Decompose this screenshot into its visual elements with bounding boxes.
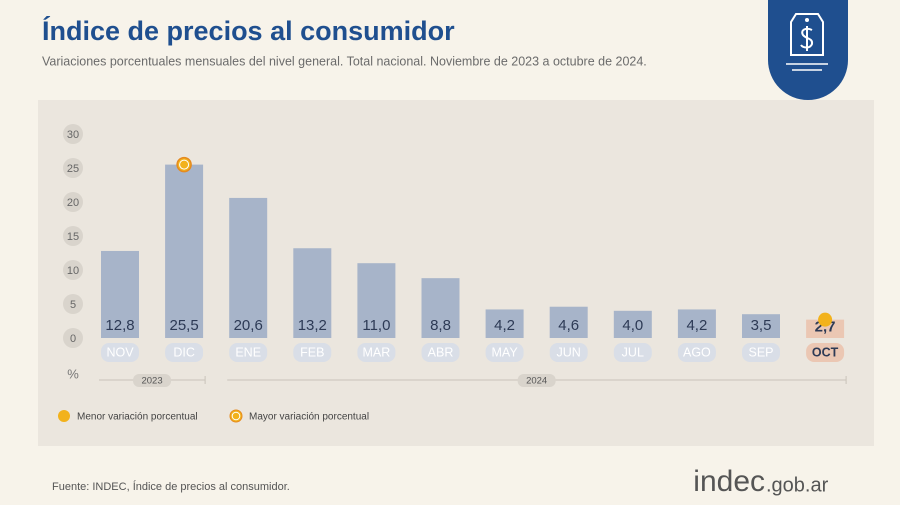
value-label: 12,8	[105, 317, 134, 334]
bar	[101, 250, 139, 338]
x-tick-label: JUL	[622, 345, 644, 359]
bar	[293, 248, 332, 338]
category-pill	[229, 343, 268, 362]
y-tick-label: 15	[67, 231, 79, 243]
year-pill	[133, 374, 172, 387]
extreme-marker-ring	[179, 159, 190, 170]
badge	[768, 0, 848, 100]
value-label: 20,6	[234, 317, 263, 334]
y-tick-label: 5	[70, 299, 76, 311]
year-label: 2023	[141, 376, 162, 387]
legend-marker	[58, 410, 70, 422]
bar	[421, 278, 460, 338]
y-axis-label: %	[67, 366, 79, 381]
bar	[677, 309, 716, 338]
value-label: 4,0	[622, 317, 643, 334]
source: Fuente: INDEC, Índice de precios al cons…	[52, 480, 290, 493]
category-pill	[165, 343, 204, 362]
logo-domain: .gob.ar	[766, 474, 829, 496]
x-tick-label: AGO	[683, 345, 711, 359]
category-pill	[806, 343, 845, 362]
category-pill	[677, 343, 716, 362]
x-tick-label: OCT	[812, 345, 839, 359]
y-tick	[63, 192, 83, 212]
bar	[806, 319, 845, 338]
y-tick	[63, 328, 83, 348]
legend-label: Mayor variación porcentual	[249, 412, 369, 423]
bar	[357, 263, 396, 338]
value-label: 4,2	[686, 317, 707, 334]
bar	[485, 309, 524, 338]
logo-name: indec	[693, 465, 765, 498]
y-tick-label: 20	[67, 197, 79, 209]
value-label: 13,2	[298, 317, 327, 334]
bar	[613, 310, 652, 338]
x-tick-label: ENE	[235, 345, 261, 359]
value-label: 4,6	[558, 317, 579, 334]
y-tick-label: 30	[67, 129, 79, 141]
y-tick	[63, 260, 83, 280]
category-pill	[742, 343, 780, 362]
y-tick-label: 10	[67, 265, 79, 277]
value-label: 11,0	[362, 317, 390, 334]
x-tick-label: SEP	[748, 345, 773, 359]
category-pill	[293, 343, 332, 362]
x-tick-label: JUN	[557, 345, 581, 359]
y-tick-label: 0	[70, 333, 76, 345]
category-pill	[357, 343, 396, 362]
title: Índice de precios al consumidor	[42, 15, 455, 46]
bar	[549, 306, 588, 338]
x-tick-label: ABR	[428, 345, 454, 359]
value-label: 8,8	[430, 317, 451, 334]
x-tick-label: FEB	[300, 345, 324, 359]
year-label: 2024	[526, 376, 547, 387]
legend-label: Menor variación porcentual	[77, 412, 198, 423]
category-pill	[421, 343, 460, 362]
x-tick-label: MAR	[363, 345, 391, 359]
chart-panel	[38, 100, 874, 446]
category-pill	[549, 343, 588, 362]
category-pill	[485, 343, 524, 362]
value-label: 4,2	[494, 317, 515, 334]
bar	[229, 197, 268, 338]
year-pill	[517, 374, 556, 387]
y-tick	[63, 124, 83, 144]
bar	[742, 314, 780, 338]
subtitle: Variaciones porcentuales mensuales del n…	[42, 54, 647, 68]
value-label: 3,5	[751, 317, 772, 334]
value-label: 25,5	[169, 317, 198, 334]
x-tick-label: MAY	[492, 345, 519, 359]
y-tick	[63, 158, 83, 178]
x-tick-label: NOV	[106, 345, 134, 359]
extreme-marker	[818, 312, 833, 327]
x-tick-label: DIC	[173, 345, 195, 359]
bar	[165, 164, 204, 338]
y-tick	[63, 226, 83, 246]
y-tick-label: 25	[67, 163, 79, 175]
category-pill	[101, 343, 139, 362]
y-tick	[63, 294, 83, 314]
legend-marker-ring	[231, 411, 241, 421]
category-pill	[613, 343, 652, 362]
